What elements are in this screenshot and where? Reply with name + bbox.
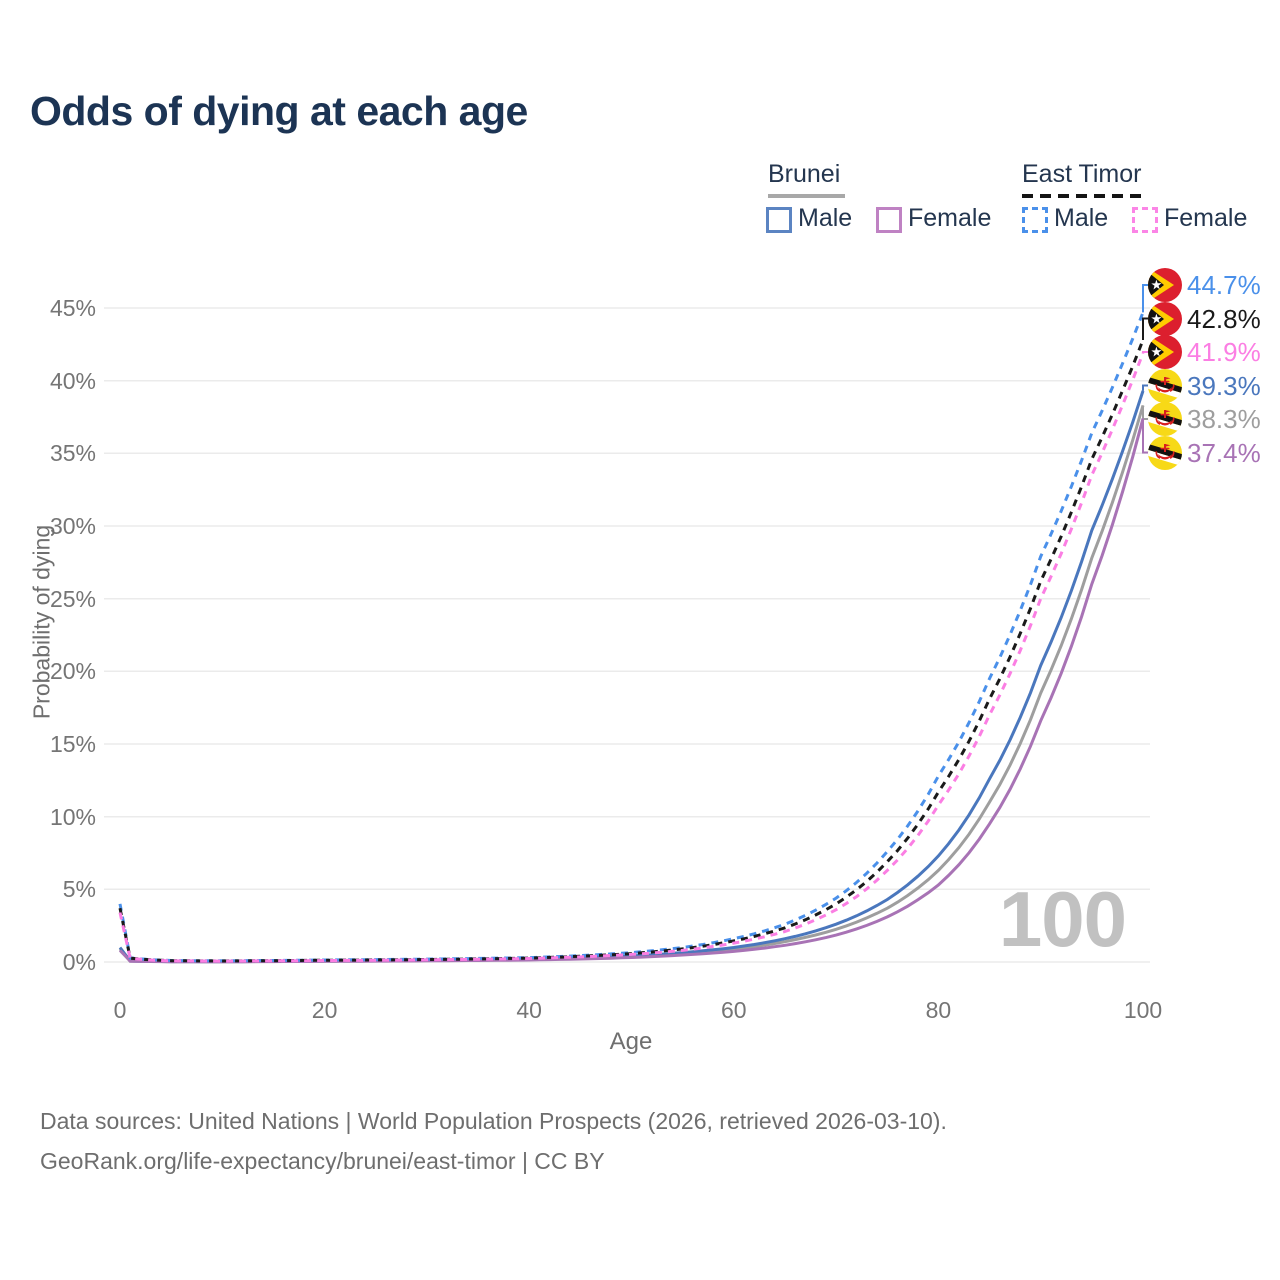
brunei-flag-icon [1148,435,1182,470]
x-tick-label: 40 [516,997,542,1023]
end-value-label-brunei-both: 38.3% [1187,404,1261,434]
legend-swatch-east-timor-male[interactable] [1022,207,1048,233]
legend-group-east-timor-title: East Timor [1022,160,1142,188]
y-tick-label: 5% [62,876,96,903]
brunei-flag [1148,435,1182,470]
brunei-flag [1148,402,1182,436]
x-tick-label: 60 [721,997,747,1023]
page-title: Odds of dying at each age [30,88,528,134]
end-value-label-east-timor-male: 44.7% [1187,270,1261,300]
legend-swatch-east-timor-female[interactable] [1132,207,1158,233]
x-axis-title: Age [609,1028,653,1055]
x-tick-label: 80 [925,997,952,1023]
east-timor-flag [1148,268,1182,302]
y-axis-title: Probability of dying [28,524,55,720]
legend-group-brunei-title: Brunei [768,160,841,188]
end-value-label-east-timor-both: 42.8% [1187,303,1261,334]
legend-label-east-timor-male[interactable]: Male [1054,204,1109,232]
y-tick-label: 30% [49,513,96,539]
series-line-east-timor-female [118,352,1145,963]
y-tick-label: 35% [49,440,96,467]
y-tick-label: 20% [49,658,96,685]
brunei-line-style-swatch [768,194,845,198]
legend-label-brunei-male[interactable]: Male [798,204,853,232]
age-indicator-watermark: 100 [998,875,1127,963]
east-timor-flag-icon [1148,268,1182,302]
legend-swatch-brunei-female[interactable] [876,207,902,233]
legend-label-brunei-female[interactable]: Female [908,204,992,232]
y-tick-label: 45% [49,295,96,321]
y-tick-label: 15% [49,731,96,757]
legend-swatch-brunei-male[interactable] [766,207,792,233]
brunei-flag-icon [1148,368,1182,403]
gridlines [104,307,1150,963]
east-timor-flag-icon [1148,301,1182,336]
end-value-label-east-timor-female: 41.9% [1187,337,1261,367]
east-timor-line-style-swatch [1022,194,1143,198]
brunei-flag-icon [1148,402,1182,436]
data-sources-text: Data sources: United Nations | World Pop… [40,1108,947,1134]
x-tick-label: 100 [1123,997,1163,1023]
series-line-east-timor-both [118,339,1145,963]
east-timor-flag-icon [1148,335,1182,369]
x-tick-label: 0 [113,997,127,1023]
x-tick-label: 20 [311,997,338,1023]
y-tick-label: 0% [62,949,96,975]
series-line-east-timor-male [118,311,1145,963]
east-timor-flag [1148,335,1182,369]
attribution-url-text: GeoRank.org/life-expectancy/brunei/east-… [40,1148,605,1174]
end-value-label-brunei-female: 37.4% [1187,437,1261,468]
y-tick-label: 40% [49,367,96,394]
east-timor-flag [1148,301,1182,336]
legend-label-east-timor-female[interactable]: Female [1164,204,1248,232]
brunei-flag [1148,368,1182,403]
y-tick-label: 10% [49,803,96,830]
end-value-label-brunei-male: 39.3% [1187,370,1261,401]
y-tick-label: 25% [49,585,96,612]
